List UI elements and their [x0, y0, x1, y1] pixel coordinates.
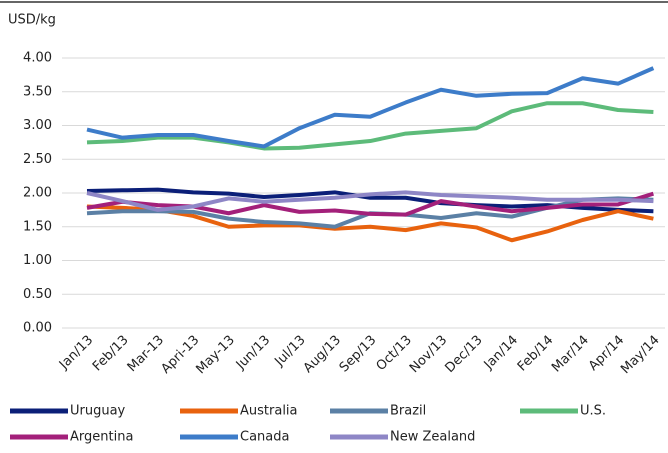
x-tick-label: Nov/13: [407, 333, 450, 376]
y-tick-label: 2.00: [23, 186, 52, 201]
y-tick-label: 3.00: [23, 118, 52, 133]
x-tick-label: Jun/13: [233, 333, 273, 373]
legend-label: Brazil: [390, 404, 426, 419]
legend-label: Canada: [240, 430, 289, 445]
x-tick-label: Feb/14: [515, 333, 557, 375]
x-tick-label: May-13: [193, 333, 237, 377]
legend-label: Australia: [240, 404, 298, 419]
series-line: [86, 190, 654, 212]
x-tick-label: Jan/13: [56, 333, 96, 373]
legend-label: Argentina: [70, 430, 133, 445]
series-line: [86, 66, 655, 149]
y-tick-label: 4.00: [23, 51, 52, 66]
y-axis-label: USD/kg: [8, 13, 56, 28]
series-line: [86, 204, 654, 243]
y-tick-label: 2.50: [23, 152, 52, 167]
legend-label: U.S.: [580, 404, 606, 419]
y-tick-label: 1.50: [23, 219, 52, 234]
x-tick-label: Sep/13: [337, 333, 380, 376]
x-tick-label: May/14: [618, 333, 662, 377]
legend-label: Uruguay: [70, 404, 126, 419]
legend-label: New Zealand: [390, 430, 475, 445]
series-line: [86, 101, 654, 151]
y-tick-label: 0.50: [23, 287, 52, 302]
y-tick-label: 0.00: [23, 321, 52, 336]
x-tick-label: Feb/13: [90, 333, 132, 375]
x-tick-label: Dec/13: [443, 333, 486, 376]
y-tick-label: 1.00: [23, 253, 52, 268]
y-tick-label: 3.50: [23, 84, 52, 99]
x-tick-label: Jan/14: [481, 333, 521, 373]
x-tick-label: Aug/13: [301, 333, 344, 376]
x-tick-label: Mar/14: [549, 333, 592, 376]
